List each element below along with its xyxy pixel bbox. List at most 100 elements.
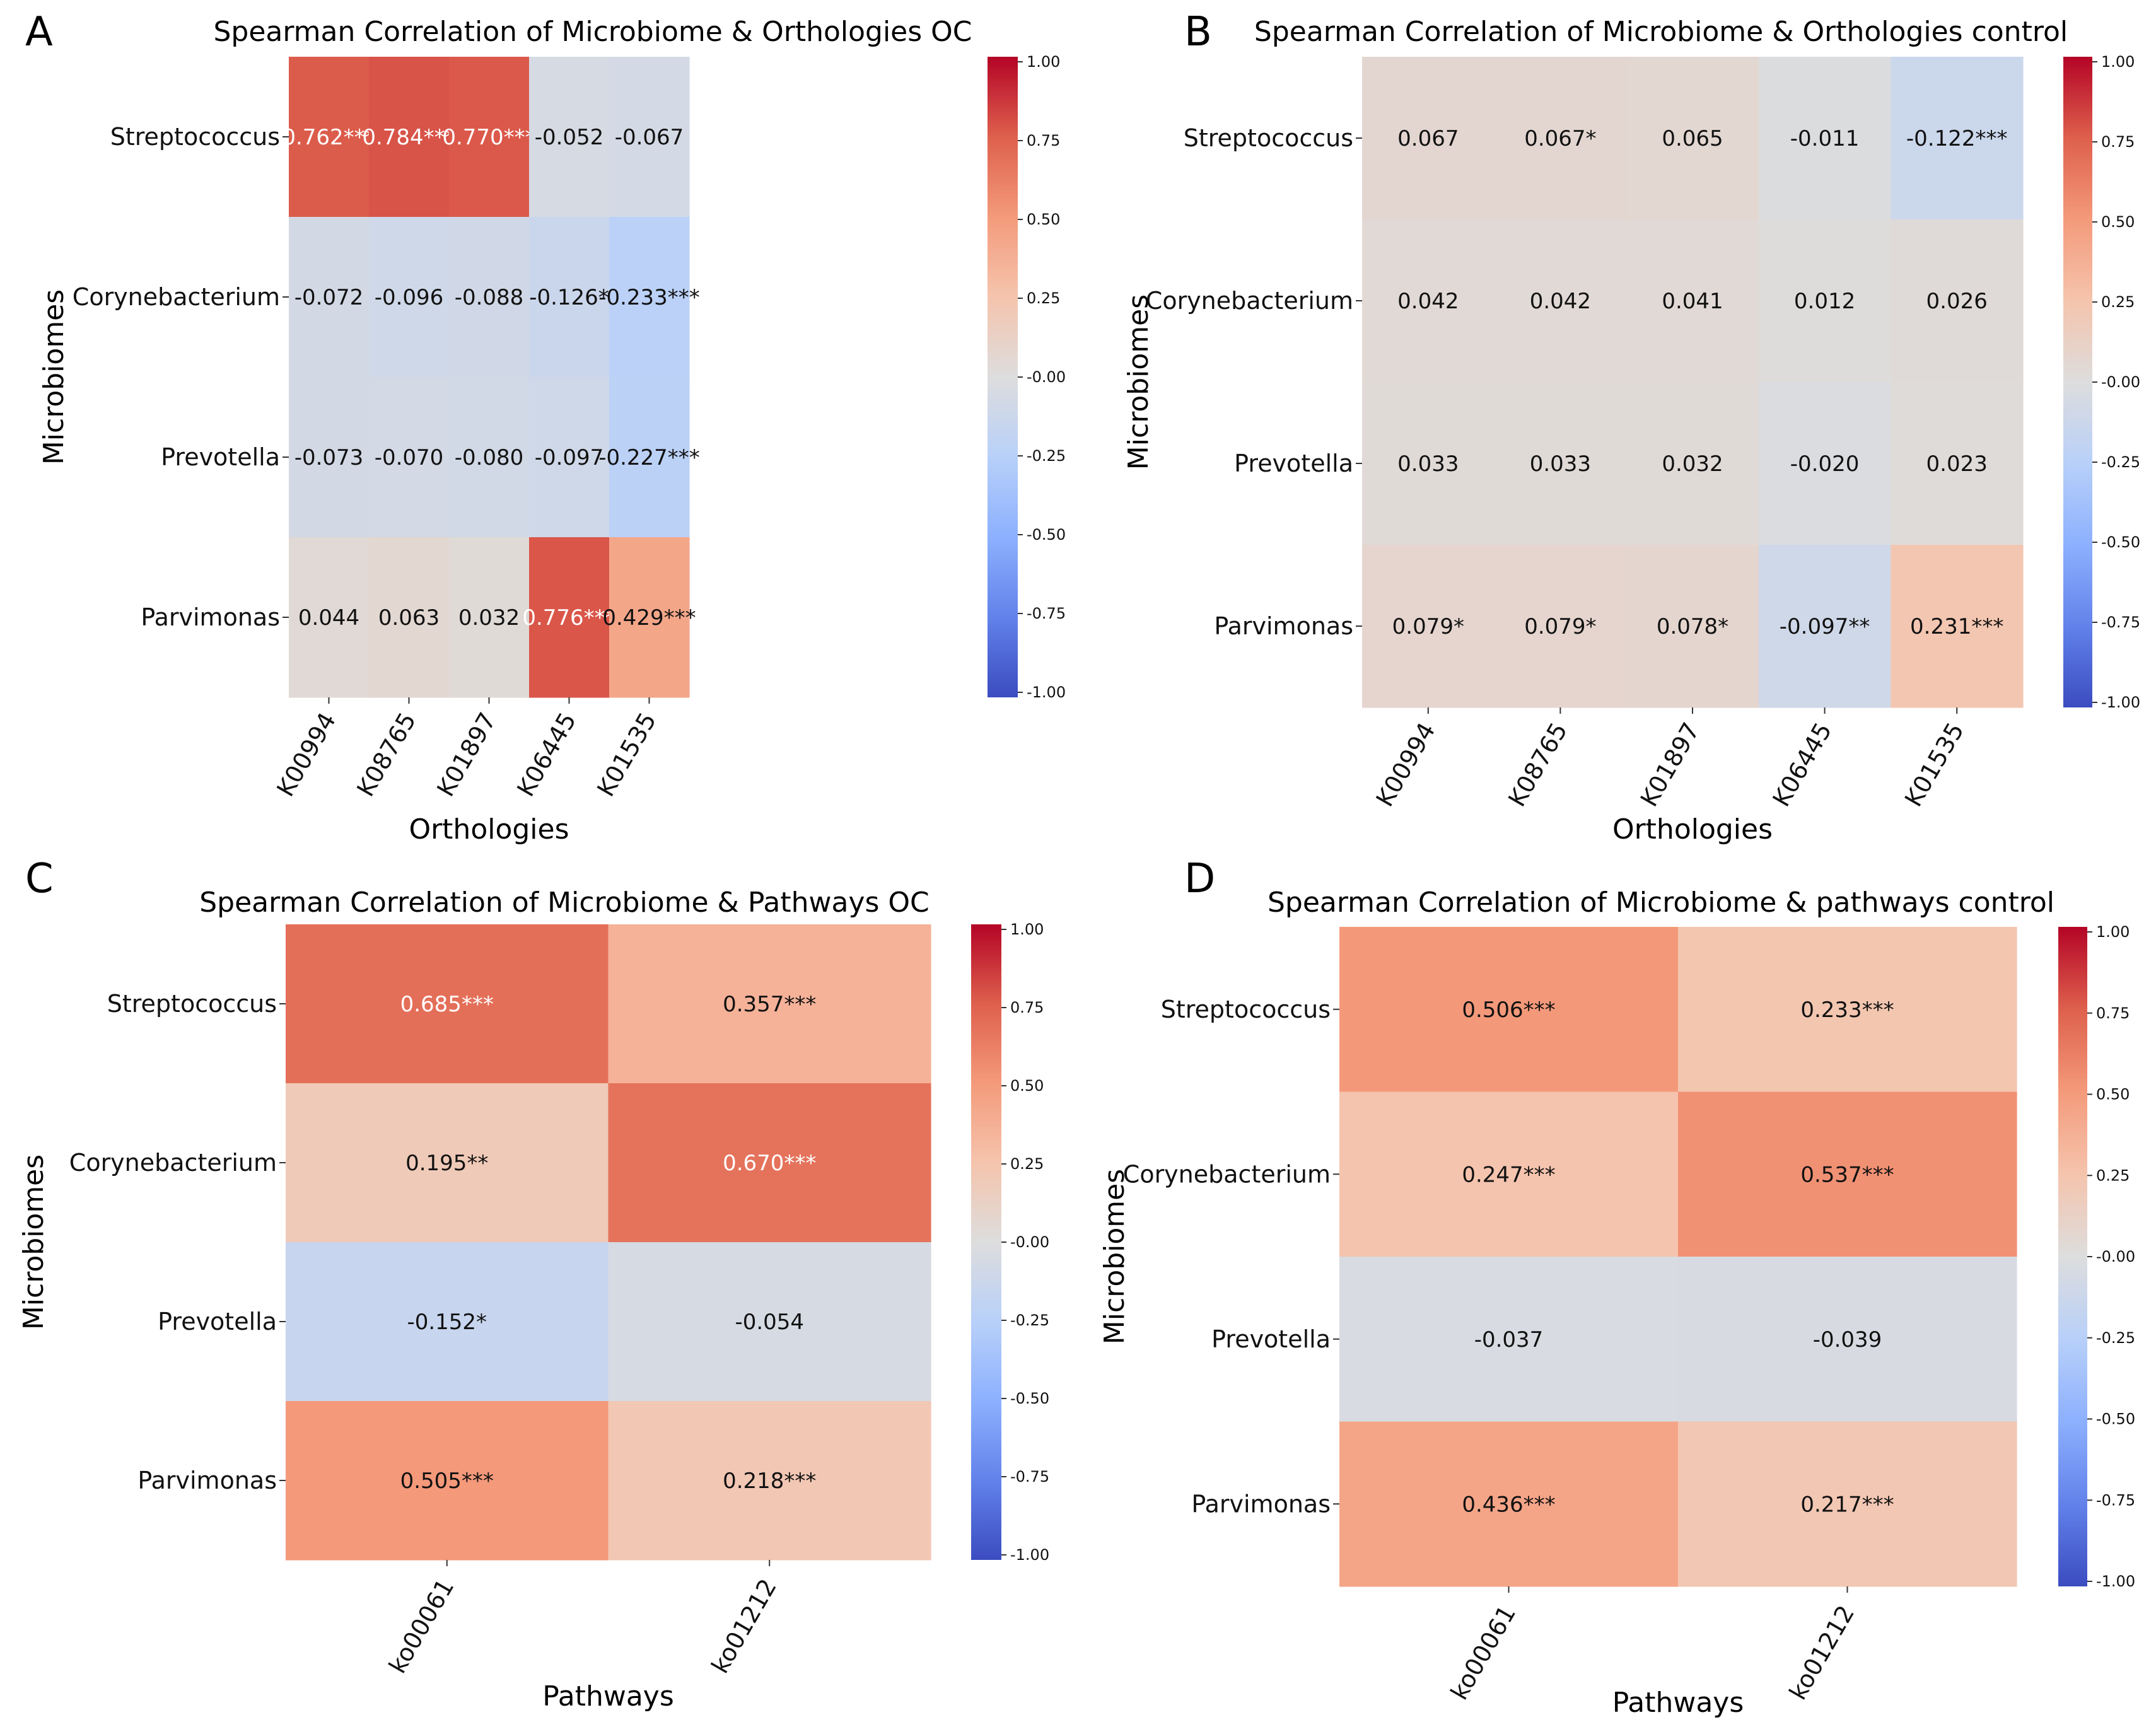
y-tick-label: Parvimonas: [1214, 612, 1353, 640]
heatmap-cell: [449, 57, 530, 218]
colorbar-tick-label: -0.50: [1027, 526, 1066, 544]
cell-label: 0.067: [1397, 126, 1459, 151]
colorbar-tick-label: -0.25: [1027, 447, 1066, 465]
heatmap-cell: [1626, 382, 1759, 545]
heatmap-cell: [369, 217, 450, 378]
cell-label: 0.195**: [405, 1151, 488, 1176]
colorbar-tick-label: 1.00: [1027, 53, 1060, 71]
heatmap-cell: [289, 217, 370, 378]
cell-label: 0.218***: [723, 1468, 816, 1494]
x-axis-label: Orthologies: [1612, 813, 1773, 846]
heatmap-cell: [1362, 219, 1495, 383]
heatmap-cell: [1891, 382, 2024, 545]
heatmap-cell: [369, 57, 450, 218]
cell-label: 0.042: [1530, 289, 1591, 314]
colorbar-tick-label: 0.25: [1027, 289, 1060, 307]
cell-label: -0.073: [294, 445, 364, 470]
cell-label: 0.357***: [723, 992, 816, 1017]
y-tick-label: Corynebacterium: [69, 1149, 277, 1177]
cell-label: -0.096: [375, 285, 444, 310]
heatmap-cell: [286, 1242, 609, 1402]
colorbar-tick-label: -0.00: [1027, 368, 1066, 386]
colorbar-tick-label: -0.50: [2101, 533, 2140, 551]
heatmap-cell: [289, 377, 370, 538]
heatmap-panel-a: A Spearman Correlation of Microbiome & Or…: [25, 9, 1066, 846]
colorbar-tick-label: 0.25: [2101, 293, 2135, 311]
heatmap-cell: [286, 924, 609, 1084]
heatmap-cell: [608, 924, 931, 1084]
cell-label: 0.032: [458, 605, 520, 631]
heatmap-panel-d: D Spearman Correlation of Microbiome & pa…: [1098, 856, 2135, 1719]
cell-label: 0.067*: [1524, 126, 1596, 151]
cell-label: -0.054: [735, 1310, 804, 1335]
cell-label: 0.247***: [1462, 1162, 1555, 1187]
y-axis-label: Microbiomes: [18, 1154, 50, 1330]
cell-label: 0.012: [1794, 289, 1855, 314]
heatmap-cell: [1758, 219, 1891, 383]
colorbar: [2063, 57, 2092, 707]
chart-title: Spearman Correlation of Microbiome & Ort…: [1254, 16, 2068, 48]
heatmap-cell: [286, 1401, 609, 1561]
x-tick-label: K06445: [1767, 718, 1837, 811]
heatmap-cell: [1626, 545, 1759, 708]
cell-label: -0.072: [294, 285, 364, 310]
heatmap-cell: [1891, 57, 2024, 220]
heatmap-cell: [1758, 57, 1891, 220]
cell-label: 0.770***: [442, 125, 535, 150]
x-tick-label: K08765: [351, 708, 421, 801]
colorbar-tick-label: -0.00: [1010, 1233, 1049, 1251]
heatmap-cell: [1626, 57, 1759, 220]
chart-title: Spearman Correlation of Microbiome & Pat…: [199, 887, 929, 919]
heatmap-cell: [609, 537, 690, 698]
heatmap-cell: [1362, 382, 1495, 545]
colorbar-tick-label: 0.50: [1027, 211, 1060, 228]
cell-label: -0.039: [1813, 1327, 1882, 1352]
heatmap-cell: [1758, 382, 1891, 545]
cell-label: -0.088: [455, 285, 524, 310]
x-tick-label: ko00061: [1445, 1601, 1522, 1705]
x-tick-label: K01535: [591, 708, 661, 801]
colorbar-tick-label: -0.25: [2096, 1329, 2135, 1347]
y-tick-label: Prevotella: [158, 1308, 277, 1335]
y-tick-label: Parvimonas: [141, 603, 280, 631]
cell-label: 0.033: [1530, 451, 1591, 477]
colorbar-tick-label: 1.00: [2101, 53, 2135, 71]
x-tick-label: K00994: [271, 708, 341, 801]
heatmap-panel-b: B Spearman Correlation of Microbiome & Or…: [1122, 9, 2140, 846]
colorbar-tick-label: 0.50: [2101, 213, 2135, 231]
cell-label: 0.537***: [1800, 1162, 1894, 1187]
cell-label: 0.231***: [1910, 614, 2003, 639]
panel-letter: B: [1184, 9, 1212, 55]
heatmap-cell: [1678, 927, 2017, 1093]
colorbar-tick-label: 1.00: [2096, 923, 2130, 941]
cell-label: 0.506***: [1462, 997, 1555, 1023]
cell-label: 0.065: [1662, 126, 1723, 151]
cell-label: 0.429***: [602, 605, 696, 631]
heatmap-cell: [1494, 57, 1627, 220]
x-axis-label: Pathways: [542, 1680, 674, 1712]
cell-label: -0.122***: [1906, 126, 2008, 151]
colorbar-tick-label: -0.00: [2101, 373, 2140, 391]
x-tick-label: K01535: [1899, 718, 1969, 811]
heatmap-cell: [1758, 545, 1891, 708]
panel-letter: D: [1184, 856, 1215, 902]
colorbar-tick-label: 0.25: [1010, 1155, 1044, 1173]
heatmap-cell: [1891, 545, 2024, 708]
heatmap-cell: [529, 377, 610, 538]
cell-label: 0.078*: [1657, 614, 1728, 639]
cell-label: 0.233***: [1800, 997, 1894, 1023]
y-axis-label: Microbiomes: [38, 289, 70, 465]
colorbar-tick-label: -0.75: [1010, 1468, 1049, 1486]
colorbar-tick-label: -0.75: [2096, 1491, 2135, 1509]
heatmap-cell: [369, 377, 450, 538]
x-tick-label: K01897: [1635, 718, 1705, 811]
chart-title: Spearman Correlation of Microbiome & pat…: [1267, 887, 2054, 919]
colorbar: [2058, 927, 2087, 1586]
cell-label: 0.041: [1662, 289, 1723, 314]
y-tick-label: Streptococcus: [1184, 124, 1353, 152]
colorbar-tick-label: 1.00: [1010, 921, 1044, 938]
y-tick-label: Prevotella: [161, 443, 280, 471]
cell-label: -0.126*: [529, 285, 609, 310]
heatmap-cell: [1678, 1091, 2017, 1257]
